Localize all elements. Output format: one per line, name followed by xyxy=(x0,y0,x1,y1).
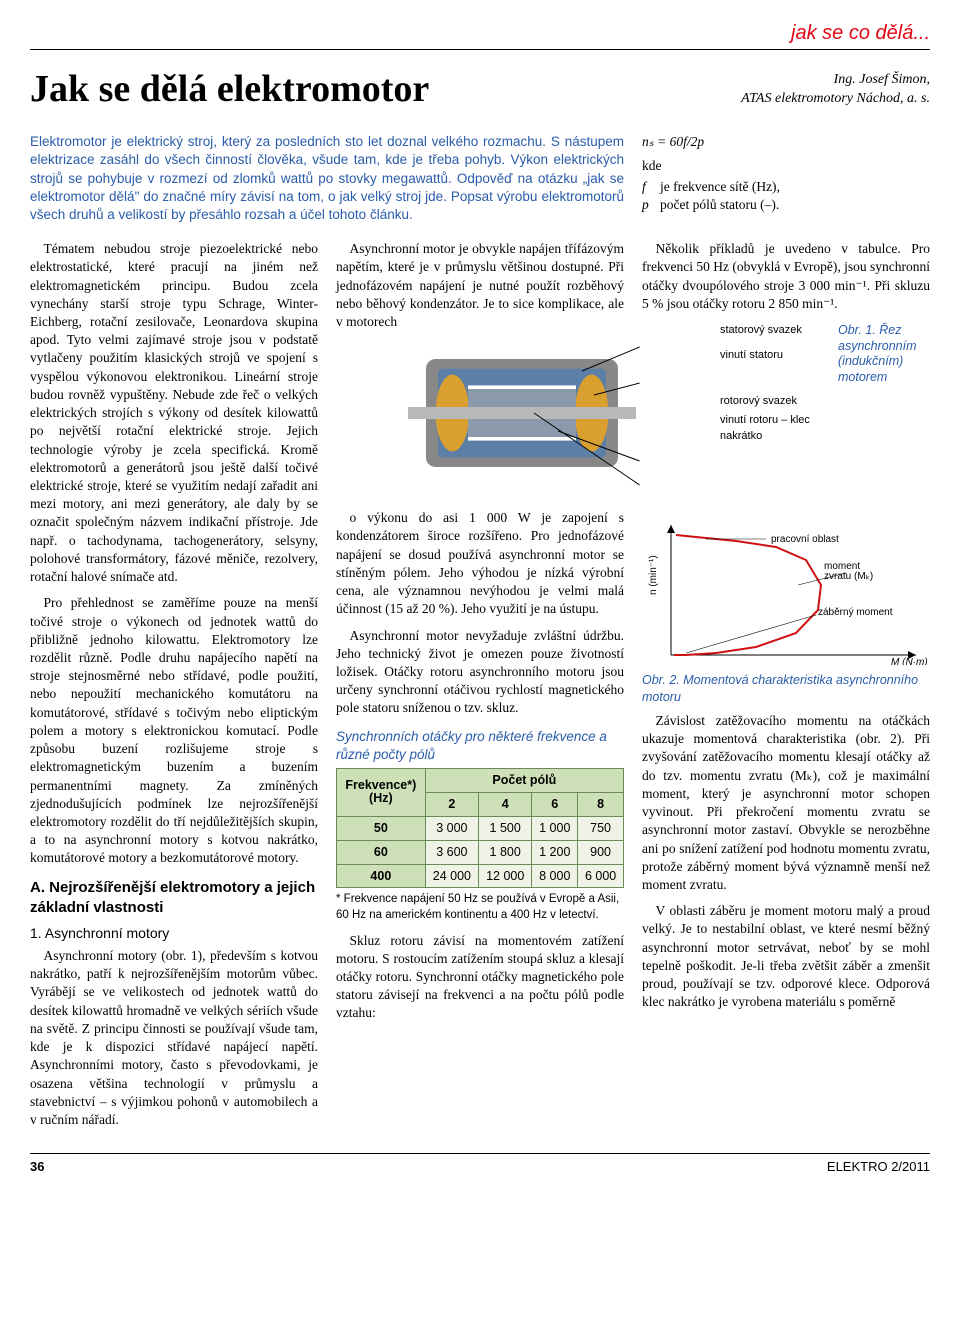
fig1-label-vinuti-stator: vinutí statoru xyxy=(720,348,830,363)
col3-p2: Závislost zatěžovacího momentu na otáčká… xyxy=(642,712,930,894)
formula-block: nₛ = 60f/2p kde fje frekvence sítě (Hz),… xyxy=(642,133,930,214)
th-freq: Frekvence*) xyxy=(345,778,416,792)
heading-a: A. Nejrozšířenější elektromotory a jejic… xyxy=(30,878,318,919)
col1-p1: Tématem nebudou stroje piezoelektrické n… xyxy=(30,240,318,586)
fig1-svg xyxy=(332,323,712,503)
fig1-caption: Obr. 1. Řez asynchronním (indukčním) mot… xyxy=(838,323,918,386)
col1-p2: Pro přehlednost se zaměříme pouze na men… xyxy=(30,594,318,867)
page-footer: 36 ELEKTRO 2/2011 xyxy=(30,1153,930,1176)
formula-where: kde xyxy=(642,157,930,175)
td-value: 6 000 xyxy=(578,864,624,888)
figure-1: statorový svazek vinutí statoru rotorový… xyxy=(332,323,922,503)
fig1-label-vinuti-rotor: vinutí rotoru – klec nakrátko xyxy=(720,413,830,444)
col3-p1: Několik příkladů je uvedeno v tabulce. P… xyxy=(642,240,930,313)
figure-2: n (min⁻¹) M (N·m) pracovní oblast moment… xyxy=(642,515,930,706)
column-1: Tématem nebudou stroje piezoelektrické n… xyxy=(30,240,318,1137)
td-value: 900 xyxy=(578,840,624,864)
col2-p1: Asynchronní motor je obvykle napájen tří… xyxy=(336,240,624,331)
sync-speed-table: Frekvence*) (Hz) Počet pólů 2468 503 000… xyxy=(336,768,624,888)
def-f-txt: je frekvence sítě (Hz), xyxy=(660,178,780,196)
fig1-label-stator-svazek: statorový svazek xyxy=(720,323,830,338)
th-pole: 6 xyxy=(532,792,578,816)
th-pole: 2 xyxy=(425,792,478,816)
fig2-label-top: pracovní oblast xyxy=(771,534,839,545)
def-p-txt: počet pólů statoru (–). xyxy=(660,196,779,214)
col3-p3: V oblasti záběru je moment motoru malý a… xyxy=(642,902,930,1011)
td-value: 1 500 xyxy=(479,816,532,840)
td-freq: 50 xyxy=(337,816,426,840)
td-freq: 60 xyxy=(337,840,426,864)
def-f-sym: f xyxy=(642,178,660,196)
td-value: 1 800 xyxy=(479,840,532,864)
td-value: 1 200 xyxy=(532,840,578,864)
def-p-sym: p xyxy=(642,196,660,214)
heading-1: 1. Asynchronní motory xyxy=(30,924,318,943)
fig1-labels: statorový svazek vinutí statoru rotorový… xyxy=(720,323,830,444)
issue-label: ELEKTRO 2/2011 xyxy=(827,1158,930,1176)
th-pole: 4 xyxy=(479,792,532,816)
th-freq-unit: (Hz) xyxy=(369,791,393,805)
td-freq: 400 xyxy=(337,864,426,888)
lead-paragraph: Elektromotor je elektrický stroj, který … xyxy=(30,133,624,224)
th-poles: Počet pólů xyxy=(425,769,623,793)
col1-p3: Asynchronní motory (obr. 1), především s… xyxy=(30,947,318,1129)
fig2-caption: Obr. 2. Momentová charakteristika asynch… xyxy=(642,672,930,706)
th-pole: 8 xyxy=(578,792,624,816)
fig2-ylabel: n (min⁻¹) xyxy=(648,555,659,595)
td-value: 3 600 xyxy=(425,840,478,864)
page-number: 36 xyxy=(30,1158,44,1176)
table-footnote: * Frekvence napájení 50 Hz se používá v … xyxy=(336,892,624,923)
col2-p2: o výkonu do asi 1 000 W je zapojení s ko… xyxy=(336,509,624,618)
td-value: 8 000 xyxy=(532,864,578,888)
col2-p4: Skluz rotoru závisí na momentovém zatíže… xyxy=(336,932,624,1023)
col2-p3: Asynchronní motor nevyžaduje zvláštní úd… xyxy=(336,627,624,718)
table-title: Synchronních otáčky pro některé frekvenc… xyxy=(336,728,624,764)
fig2-svg: n (min⁻¹) M (N·m) pracovní oblast moment… xyxy=(642,515,930,665)
column-3: Několik příkladů je uvedeno v tabulce. P… xyxy=(642,240,930,1137)
fig1-label-rotor-svazek: rotorový svazek xyxy=(720,394,830,409)
td-value: 3 000 xyxy=(425,816,478,840)
td-value: 12 000 xyxy=(479,864,532,888)
td-value: 1 000 xyxy=(532,816,578,840)
td-value: 750 xyxy=(578,816,624,840)
fig2-label-mid2: zvratu (Mₖ) xyxy=(824,571,873,582)
fig2-xlabel: M (N·m) xyxy=(891,657,928,665)
formula-equation: nₛ = 60f/2p xyxy=(642,133,930,151)
td-value: 24 000 xyxy=(425,864,478,888)
fig2-label-bot: záběrný moment xyxy=(818,607,893,618)
section-label: jak se co dělá... xyxy=(30,20,930,50)
